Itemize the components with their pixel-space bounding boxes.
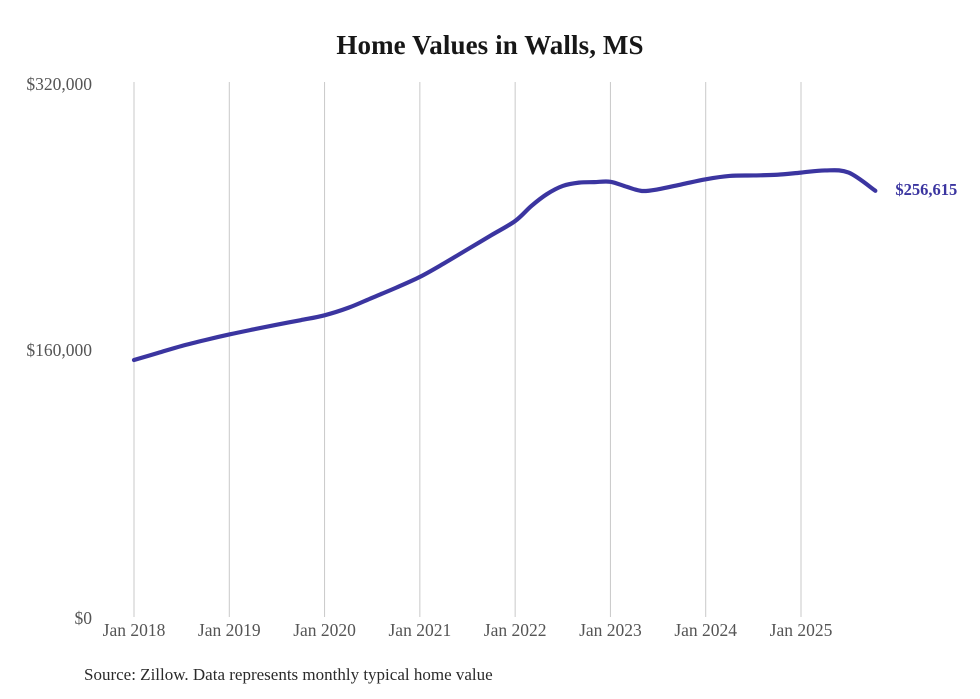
x-axis-tick-jan-2019: Jan 2019 [197, 620, 261, 640]
x-axis-tick-jan-2024: Jan 2024 [674, 620, 738, 640]
x-axis-tick-jan-2018: Jan 2018 [102, 620, 166, 640]
y-axis-tick-0: $0 [74, 608, 93, 628]
x-axis-tick-jan-2020: Jan 2020 [293, 620, 356, 640]
x-axis-tick-jan-2023: Jan 2023 [579, 620, 642, 640]
y-axis-tick-320000: $320,000 [26, 74, 92, 94]
page-title: Home Values in Walls, MS [336, 30, 644, 60]
x-axis-tick-jan-2022: Jan 2022 [483, 620, 547, 640]
source-note: Source: Zillow. Data represents monthly … [84, 665, 493, 684]
end-value-annotation: $256,615 [895, 179, 958, 199]
series-line-typical-home-value [131, 168, 878, 363]
y-axis-tick-160000: $160,000 [26, 340, 92, 360]
x-axis-tick-jan-2025: Jan 2025 [769, 620, 833, 640]
gridlines [133, 82, 802, 617]
x-axis-tick-jan-2021: Jan 2021 [388, 620, 452, 640]
